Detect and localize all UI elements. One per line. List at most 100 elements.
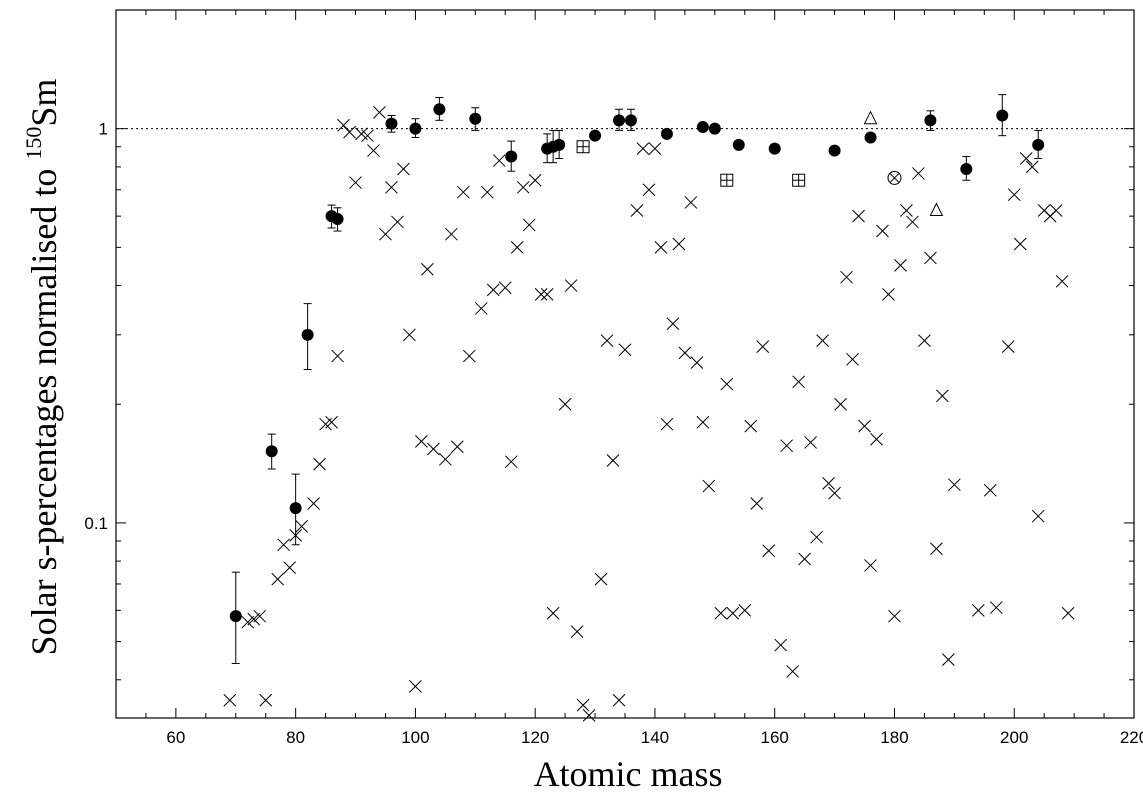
- data-point-cross: [528, 173, 542, 187]
- data-point-cross: [642, 183, 656, 197]
- data-point-cross: [690, 356, 704, 369]
- cross-stroke: [295, 520, 308, 533]
- cross-stroke: [1049, 204, 1063, 217]
- data-point-cross: [486, 283, 500, 297]
- data-point-cross: [744, 419, 758, 433]
- cross-stroke: [241, 615, 255, 629]
- data-point-cross: [738, 604, 752, 617]
- cross-stroke: [1001, 340, 1015, 353]
- data-point-cross: [600, 334, 614, 347]
- data-point-filled-circle: [553, 138, 566, 151]
- data-point-cross: [924, 251, 937, 265]
- cross-stroke: [456, 185, 470, 199]
- data-point-filled-circle: [660, 127, 673, 140]
- cross-stroke: [888, 609, 901, 623]
- data-point-cross: [864, 559, 877, 572]
- cross-stroke: [642, 183, 656, 197]
- x-tick-label: 160: [761, 728, 789, 747]
- cross-stroke: [391, 215, 404, 229]
- data-point-cross: [444, 227, 458, 241]
- data-point-cross: [780, 439, 794, 453]
- cross-stroke: [421, 262, 434, 276]
- data-point-cross: [936, 389, 949, 403]
- cross-stroke: [648, 142, 662, 155]
- cross-stroke: [816, 334, 829, 347]
- cross-stroke: [259, 693, 273, 707]
- data-point-cross: [870, 432, 883, 446]
- data-point-filled-circle: [732, 138, 745, 151]
- cross-stroke: [546, 606, 560, 620]
- cross-stroke: [594, 572, 608, 586]
- data-point-cross: [1031, 509, 1045, 523]
- cross-stroke: [361, 129, 374, 143]
- data-point-cross: [666, 317, 680, 331]
- cross-stroke: [462, 349, 476, 363]
- cross-stroke: [930, 542, 943, 556]
- data-point-cross: [1061, 606, 1075, 620]
- cross-stroke: [684, 196, 698, 209]
- cross-stroke: [367, 144, 380, 157]
- cross-stroke: [822, 476, 835, 490]
- data-point-cross: [295, 520, 308, 533]
- cross-stroke: [714, 606, 728, 620]
- data-point-cross: [876, 224, 889, 238]
- data-point-cross: [983, 483, 997, 497]
- cross-stroke: [606, 454, 620, 467]
- data-point-cross: [558, 397, 572, 411]
- data-point-filled-circle: [331, 213, 344, 226]
- data-point-cross: [648, 142, 662, 155]
- data-point-cross: [421, 262, 434, 276]
- data-point-cross: [343, 125, 356, 139]
- data-point-cross: [313, 457, 326, 471]
- cross-stroke: [504, 455, 518, 469]
- data-point-cross: [385, 180, 398, 194]
- cross-stroke: [672, 237, 686, 251]
- data-point-cross: [618, 343, 632, 357]
- cross-stroke: [600, 334, 614, 347]
- data-point-cross: [612, 693, 626, 707]
- data-point-boxed-plus: [576, 140, 590, 154]
- cross-stroke: [894, 259, 907, 272]
- data-point-filled-circle: [960, 163, 973, 176]
- cross-stroke: [792, 375, 806, 389]
- x-tick-label: 60: [166, 728, 185, 747]
- cross-stroke: [947, 478, 961, 492]
- x-tick-label: 200: [1000, 728, 1028, 747]
- cross-stroke: [409, 679, 422, 693]
- cross-stroke: [570, 625, 584, 638]
- cross-stroke: [989, 601, 1003, 614]
- data-point-filled-circle: [301, 328, 314, 341]
- data-point-cross: [654, 240, 668, 254]
- data-point-cross: [798, 552, 812, 566]
- data-point-filled-circle: [613, 114, 626, 127]
- data-point-cross: [660, 417, 674, 431]
- cross-stroke: [756, 340, 770, 353]
- data-point-cross: [750, 497, 764, 510]
- data-point-cross: [858, 419, 871, 433]
- y-axis-title: Solar s-percentages normalised to 150Sm: [21, 79, 64, 656]
- data-point-cross: [882, 287, 895, 301]
- cross-stroke: [828, 486, 841, 500]
- cross-stroke: [774, 638, 788, 652]
- data-point-cross: [462, 349, 476, 363]
- x-tick-label: 120: [521, 728, 549, 747]
- data-point-cross: [1019, 152, 1033, 165]
- data-point-filled-circle: [1032, 138, 1045, 151]
- data-point-cross: [582, 708, 596, 722]
- data-point-cross: [1025, 160, 1039, 174]
- cross-stroke: [403, 328, 416, 342]
- data-point-cross: [546, 606, 560, 620]
- data-point-cross: [888, 609, 901, 623]
- data-point-cross: [942, 653, 955, 666]
- cross-stroke: [666, 317, 680, 331]
- cross-stroke: [942, 653, 955, 666]
- data-point-cross: [403, 328, 416, 342]
- data-point-filled-circle: [708, 122, 721, 135]
- cross-stroke: [726, 606, 740, 620]
- cross-stroke: [498, 281, 512, 295]
- data-point-cross: [331, 349, 344, 363]
- data-point-filled-circle: [265, 445, 278, 458]
- data-point-cross: [684, 196, 698, 209]
- cross-stroke: [858, 419, 871, 433]
- data-point-cross: [630, 204, 644, 217]
